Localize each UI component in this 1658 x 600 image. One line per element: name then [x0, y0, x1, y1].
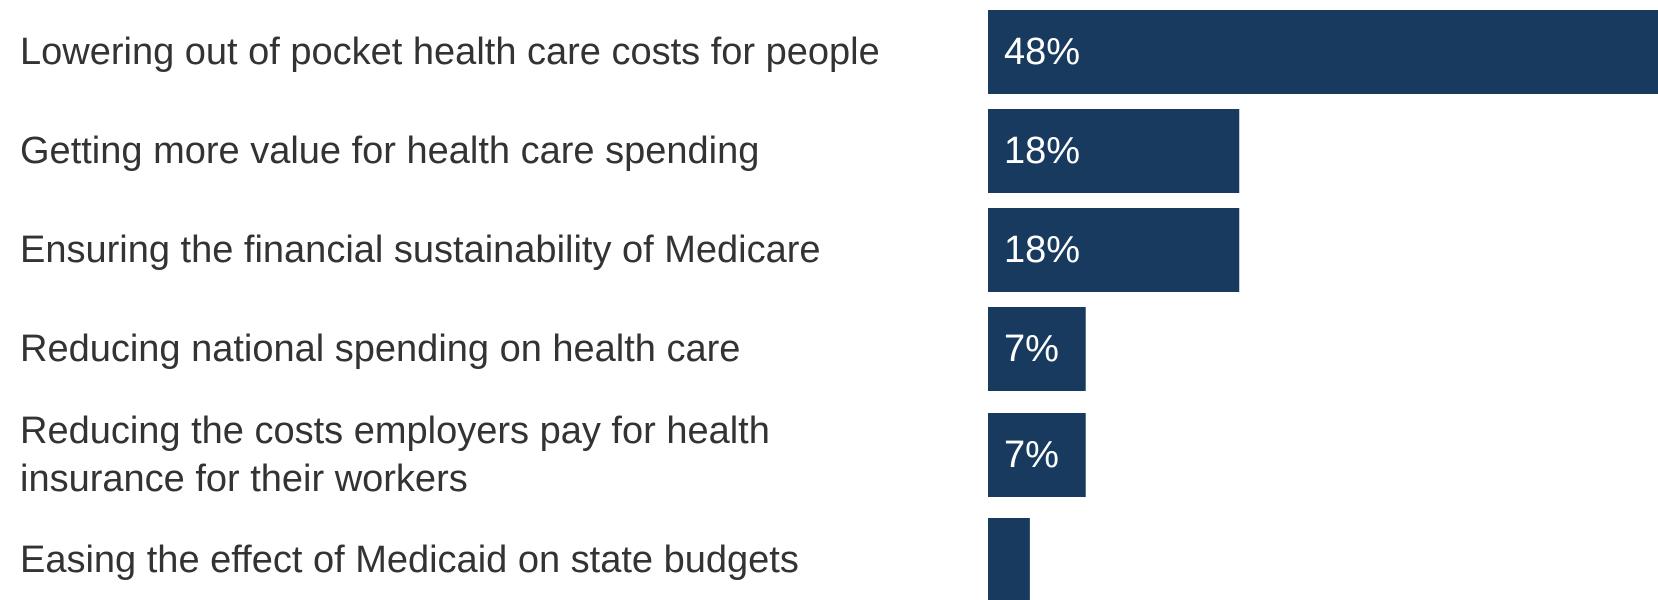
bars [988, 10, 1658, 600]
category-label: Reducing national spending on health car… [20, 328, 740, 370]
bar [988, 208, 1240, 292]
category-label: Ensuring the financial sustainability of… [20, 229, 821, 271]
category-label-line: Reducing national spending on health car… [20, 328, 740, 370]
bar-value-label: 18% [1004, 229, 1080, 271]
category-label: Easing the effect of Medicaid on state b… [20, 539, 799, 581]
bar [988, 307, 1086, 391]
bar [988, 10, 1658, 94]
bar [988, 109, 1240, 193]
value-labels: 48% 18% 18% 7% 7% [1004, 31, 1080, 476]
category-label: Reducing the costs employers pay for hea… [20, 410, 770, 500]
bar-value-label: 7% [1004, 328, 1059, 370]
bar-value-label: 18% [1004, 130, 1080, 172]
bar [988, 518, 1030, 600]
category-label-line: insurance for their workers [20, 458, 468, 500]
category-labels: Lowering out of pocket health care costs… [20, 31, 880, 581]
category-label-line: Easing the effect of Medicaid on state b… [20, 539, 799, 581]
category-label-line: Lowering out of pocket health care costs… [20, 31, 880, 73]
category-label-line: Getting more value for health care spend… [20, 130, 759, 172]
category-label: Getting more value for health care spend… [20, 130, 759, 172]
category-label: Lowering out of pocket health care costs… [20, 31, 880, 73]
bar-value-label: 7% [1004, 434, 1059, 476]
bar-value-label: 48% [1004, 31, 1080, 73]
bar [988, 413, 1086, 497]
category-label-line: Ensuring the financial sustainability of… [20, 229, 821, 271]
category-label-line: Reducing the costs employers pay for hea… [20, 410, 770, 452]
